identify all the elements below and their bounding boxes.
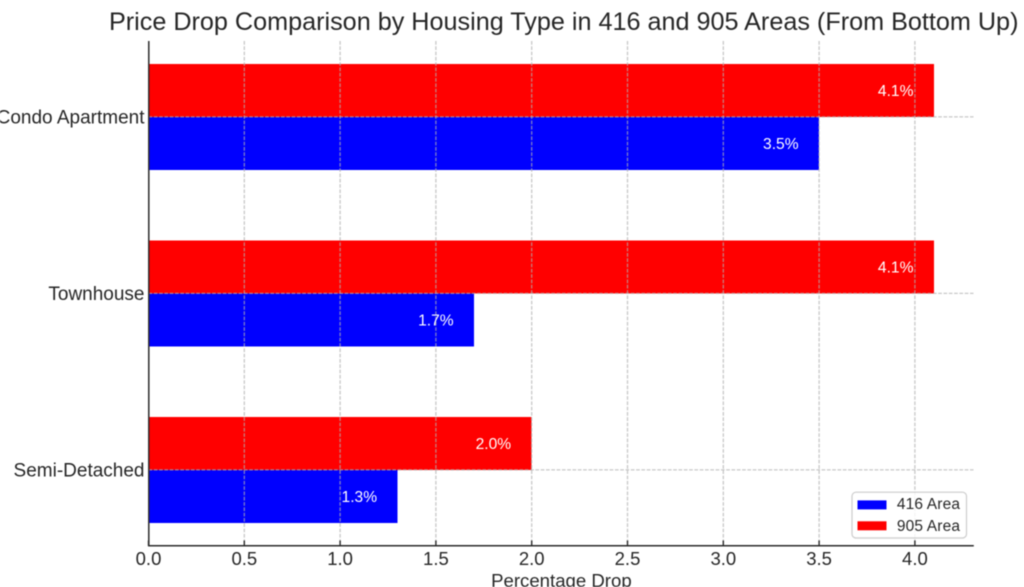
- svg-text:4.1%: 4.1%: [878, 83, 914, 100]
- svg-text:Condo Apartment: Condo Apartment: [0, 108, 145, 129]
- svg-text:416 Area: 416 Area: [897, 496, 960, 513]
- svg-text:2.5: 2.5: [615, 548, 641, 569]
- svg-text:905 Area: 905 Area: [897, 518, 960, 535]
- svg-text:0.0: 0.0: [136, 548, 162, 569]
- svg-text:Price Drop Comparison by Housi: Price Drop Comparison by Housing Type in…: [109, 8, 1019, 36]
- svg-text:Percentage Drop: Percentage Drop: [491, 570, 632, 587]
- svg-text:4.0: 4.0: [902, 548, 928, 569]
- svg-text:Townhouse: Townhouse: [48, 284, 144, 305]
- svg-text:1.0: 1.0: [327, 548, 353, 569]
- svg-text:1.7%: 1.7%: [418, 312, 454, 329]
- svg-text:2.0%: 2.0%: [476, 436, 512, 453]
- svg-text:3.0: 3.0: [710, 548, 736, 569]
- svg-text:2.0: 2.0: [519, 548, 545, 569]
- svg-text:Semi-Detached: Semi-Detached: [14, 461, 145, 482]
- svg-text:0.5: 0.5: [231, 548, 257, 569]
- svg-text:1.3%: 1.3%: [342, 489, 378, 506]
- svg-text:3.5: 3.5: [806, 548, 832, 569]
- svg-text:4.1%: 4.1%: [878, 259, 914, 276]
- svg-text:1.5: 1.5: [423, 548, 449, 569]
- svg-text:3.5%: 3.5%: [763, 136, 799, 153]
